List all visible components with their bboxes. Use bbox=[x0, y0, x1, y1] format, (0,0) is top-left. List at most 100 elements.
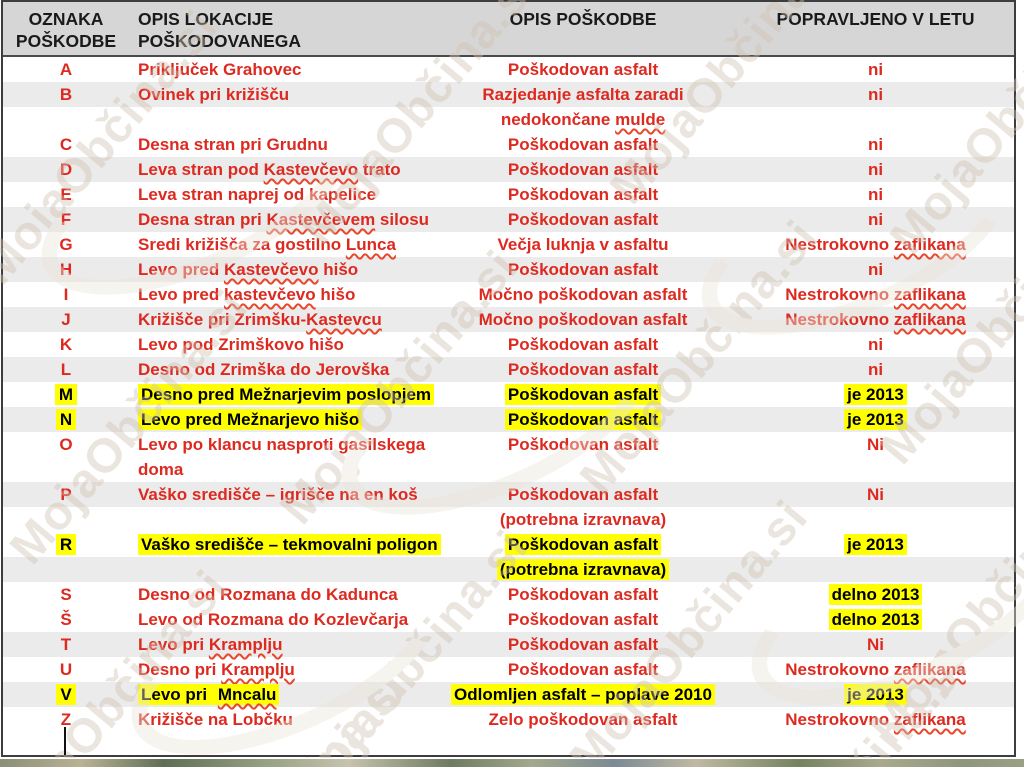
table-row: A Priključek Grahovec Poškodovan asfalt ni bbox=[3, 57, 1014, 82]
location-cell: Desna stran pri Grudnu bbox=[129, 132, 429, 157]
location-cell bbox=[129, 557, 429, 582]
damage-code-letter: Z bbox=[60, 710, 72, 729]
location-cell: Levo pri Mncalu bbox=[129, 682, 429, 707]
repaired-cell: ni bbox=[737, 57, 1014, 82]
text-segment: Poškodovan asfalt bbox=[507, 185, 659, 204]
description-cell: Poškodovan asfalt bbox=[429, 57, 737, 82]
damage-code-letter: L bbox=[60, 360, 72, 379]
damage-code-cell: D bbox=[3, 157, 129, 182]
table-row: R Vaško središče – tekmovalni poligon Pošk… bbox=[3, 532, 1014, 557]
table-row: J Križišče pri Zrimšku-Kastevcu Močno pošk… bbox=[3, 307, 1014, 332]
text-segment: trato bbox=[358, 160, 401, 179]
damage-code-cell: H bbox=[3, 257, 129, 282]
table-row: P Vaško središče – igrišče na en koš Poško… bbox=[3, 482, 1014, 507]
damage-code-cell: J bbox=[3, 307, 129, 332]
repaired-cell bbox=[737, 457, 1014, 482]
text-segment: ni bbox=[867, 260, 884, 279]
repaired-cell: delno 2013 bbox=[737, 582, 1014, 607]
description-cell: Poškodovan asfalt bbox=[429, 182, 737, 207]
location-cell: Levo po klancu nasproti gasilskega bbox=[129, 432, 429, 457]
location-cell: Levo pred kastevčevo hišo bbox=[129, 282, 429, 307]
damage-code-cell bbox=[3, 557, 129, 582]
text-segment: Razjedanje asfalta zaradi bbox=[482, 85, 684, 104]
description-cell: Poškodovan asfalt bbox=[429, 582, 737, 607]
text-segment: Nestrokovno bbox=[785, 660, 894, 679]
repaired-cell: Nestrokovno zaflikana bbox=[737, 232, 1014, 257]
table-header: OZNAKA POŠKODBE OPIS LOKACIJE POŠKODOVAN… bbox=[3, 2, 1014, 73]
damage-code-letter: F bbox=[60, 210, 72, 229]
description-cell: Poškodovan asfalt bbox=[429, 132, 737, 157]
damage-code-cell bbox=[3, 507, 129, 532]
table-row: L Desno od Zrimška do Jerovška Poškodovan … bbox=[3, 357, 1014, 382]
damage-code-letter: V bbox=[56, 684, 76, 705]
location-cell: Ovinek pri križišču bbox=[129, 82, 429, 107]
damage-code-cell: N bbox=[3, 407, 129, 432]
location-cell: Desno od Zrimška do Jerovška bbox=[129, 357, 429, 382]
location-cell: doma bbox=[129, 457, 429, 482]
repaired-cell: ni bbox=[737, 132, 1014, 157]
text-segment: Odlomljen asfalt – poplave 2010 bbox=[451, 684, 715, 705]
text-segment: Ni bbox=[867, 635, 884, 654]
text-segment: Leva stran pod bbox=[138, 160, 264, 179]
damage-code-cell: O bbox=[3, 432, 129, 457]
table-row: doma bbox=[3, 457, 1014, 482]
text-segment: je 2013 bbox=[844, 684, 907, 705]
text-segment: silosu bbox=[375, 210, 430, 229]
repaired-cell: Nestrokovno zaflikana bbox=[737, 657, 1014, 682]
location-cell: Desno pri Kramplju bbox=[129, 657, 429, 682]
damage-code-letter: H bbox=[59, 260, 73, 279]
description-cell: (potrebna izravnava) bbox=[429, 507, 737, 532]
text-segment: Levo pred Mežnarjevo hišo bbox=[138, 409, 363, 430]
text-segment: ni bbox=[867, 360, 884, 379]
location-cell: Desno od Rozmana do Kadunca bbox=[129, 582, 429, 607]
location-cell: Desna stran pri Kastevčevem silosu bbox=[129, 207, 429, 232]
text-segment: ni bbox=[867, 85, 884, 104]
table-row: U Desno pri Kramplju Poškodovan asfalt Nest… bbox=[3, 657, 1014, 682]
text-segment: Desno od Rozmana do Kadunca bbox=[138, 585, 398, 604]
location-cell: Levo od Rozmana do Kozlevčarja bbox=[129, 607, 429, 632]
damage-code-letter: A bbox=[59, 60, 73, 79]
repaired-cell bbox=[737, 107, 1014, 132]
repaired-cell: je 2013 bbox=[737, 407, 1014, 432]
text-segment: Poškodovan asfalt bbox=[507, 610, 659, 629]
text-segment: Poškodovan asfalt bbox=[507, 585, 659, 604]
table-row: (potrebna izravnava) bbox=[3, 507, 1014, 532]
header-location: OPIS LOKACIJE POŠKODOVANEGA ASFALTA V LE… bbox=[129, 2, 429, 73]
damage-code-cell: L bbox=[3, 357, 129, 382]
damage-code-letter: E bbox=[60, 185, 72, 204]
text-segment: Zelo poškodovan asfalt bbox=[488, 710, 678, 729]
text-segment: Kramplju bbox=[221, 660, 295, 679]
table-row: B Ovinek pri križišču Razjedanje asfalta z… bbox=[3, 82, 1014, 107]
damage-code-letter: C bbox=[59, 135, 73, 154]
damage-code-letter: O bbox=[59, 435, 73, 454]
damage-code-cell: S bbox=[3, 582, 129, 607]
damage-code-cell: M bbox=[3, 382, 129, 407]
location-cell: Levo pred Mežnarjevo hišo bbox=[129, 407, 429, 432]
header-damage-code: OZNAKA POŠKODBE bbox=[3, 2, 129, 55]
text-segment: Levo pred bbox=[138, 260, 224, 279]
repaired-cell: Ni bbox=[737, 482, 1014, 507]
text-segment: hišo bbox=[318, 260, 359, 279]
text-segment: ni bbox=[867, 160, 884, 179]
location-cell: Leva stran naprej od kapelice bbox=[129, 182, 429, 207]
text-segment: Poškodovan asfalt bbox=[507, 160, 659, 179]
damage-code-cell: C bbox=[3, 132, 129, 157]
table-row: Š Levo od Rozmana do Kozlevčarja Poškodova… bbox=[3, 607, 1014, 632]
repaired-cell: ni bbox=[737, 357, 1014, 382]
text-segment: doma bbox=[138, 460, 184, 479]
text-segment: kastevčevo bbox=[223, 285, 316, 304]
header-damage-description: OPIS POŠKODBE bbox=[509, 9, 657, 29]
damage-code-cell: B bbox=[3, 82, 129, 107]
damage-code-cell bbox=[3, 107, 129, 132]
damage-code-cell: R bbox=[3, 532, 129, 557]
table-body: A Priključek Grahovec Poškodovan asfalt ni B… bbox=[3, 57, 1014, 732]
damage-code-cell bbox=[3, 457, 129, 482]
text-segment: Križišče na Lobčku bbox=[138, 710, 293, 729]
location-cell: Levo pri Kramplju bbox=[129, 632, 429, 657]
damage-code-letter: T bbox=[60, 635, 72, 654]
description-cell: Poškodovan asfalt bbox=[429, 207, 737, 232]
repaired-cell: ni bbox=[737, 207, 1014, 232]
text-segment: Poškodovan asfalt bbox=[507, 260, 659, 279]
description-cell: Poškodovan asfalt bbox=[429, 257, 737, 282]
